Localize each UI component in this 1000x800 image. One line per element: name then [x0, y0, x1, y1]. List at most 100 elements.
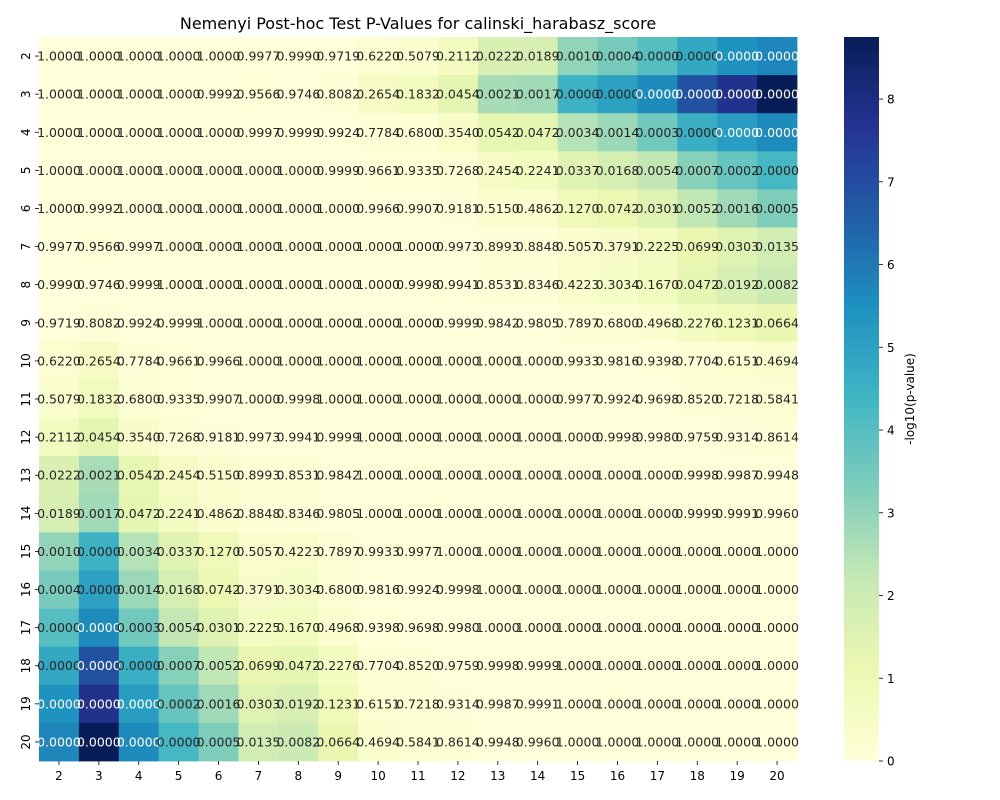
heatmap-cell — [517, 456, 559, 495]
heatmap-cell — [278, 341, 319, 381]
cell-value-label: 1.0000 — [276, 163, 320, 178]
heatmap-cell — [278, 379, 319, 419]
colorbar-tick-label: 2 — [887, 589, 895, 603]
cell-value-label: 0.0000 — [715, 87, 759, 102]
heatmap-cell — [437, 684, 479, 724]
cell-value-label: 0.1832 — [77, 392, 121, 407]
cell-value-label: 0.1670 — [635, 277, 679, 292]
colorbar-tick-label: 7 — [887, 175, 895, 189]
cell-value-label: 0.4223 — [556, 277, 600, 292]
y-tick-label: 8 — [19, 281, 33, 289]
heatmap-cell — [318, 570, 359, 609]
cell-value-label: 1.0000 — [635, 734, 679, 749]
heatmap-cell — [517, 227, 559, 267]
cell-value-label: 0.0000 — [37, 734, 81, 749]
cell-value-label: 0.0664 — [755, 315, 799, 330]
cell-value-label: 1.0000 — [755, 544, 799, 559]
heatmap-cell — [39, 532, 80, 571]
cell-value-label: 0.9924 — [396, 582, 440, 597]
cell-value-label: 1.0000 — [157, 87, 201, 102]
heatmap-cell — [437, 113, 479, 152]
cell-value-label: 0.9980 — [436, 620, 480, 635]
heatmap-cell — [757, 722, 798, 762]
cell-value-label: 1.0000 — [356, 277, 400, 292]
heatmap-cell — [358, 303, 399, 343]
cell-value-label: 0.0542 — [476, 125, 520, 140]
heatmap-cell — [757, 265, 798, 305]
heatmap-cell — [78, 151, 120, 190]
cell-value-label: 1.0000 — [37, 201, 81, 216]
cell-value-label: 1.0000 — [356, 239, 400, 254]
cell-value-label: 0.9999 — [276, 125, 320, 140]
heatmap-cell — [39, 379, 80, 419]
heatmap-cell — [238, 303, 279, 343]
cell-value-label: 0.9966 — [356, 201, 400, 216]
cell-value-label: 0.2225 — [237, 620, 281, 635]
cell-value-label: 0.0004 — [596, 49, 640, 64]
cell-value-label: 0.8993 — [476, 239, 520, 254]
heatmap-cell — [238, 646, 279, 686]
heatmap-cell — [198, 684, 239, 724]
heatmap-cell — [717, 570, 758, 609]
cell-value-label: 0.0222 — [476, 49, 520, 64]
cell-value-label: 0.0168 — [157, 582, 201, 597]
cell-value-label: 0.6220 — [37, 353, 81, 368]
heatmap-cell — [637, 722, 678, 762]
heatmap-cell — [677, 379, 718, 419]
heatmap-cell — [398, 37, 439, 76]
cell-value-label: 0.0000 — [77, 582, 121, 597]
heatmap-cell — [318, 646, 359, 686]
heatmap-cell — [318, 303, 359, 343]
cell-value-label: 0.0303 — [715, 239, 759, 254]
cell-value-label: 0.0699 — [237, 658, 281, 673]
cell-value-label: 0.0222 — [37, 468, 81, 483]
cell-value-label: 0.0000 — [675, 49, 719, 64]
cell-value-label: 0.0337 — [157, 544, 201, 559]
heatmap-cell — [477, 456, 519, 495]
cell-value-label: 1.0000 — [675, 734, 719, 749]
y-tick-label: 14 — [19, 506, 33, 521]
heatmap-cell — [437, 265, 479, 305]
cell-value-label: 0.0000 — [596, 87, 640, 102]
heatmap-cell — [398, 532, 439, 571]
cell-value-label: 0.9998 — [596, 430, 640, 445]
heatmap-cell — [118, 722, 160, 762]
cell-value-label: 0.0007 — [675, 163, 719, 178]
heatmap-cell — [158, 303, 199, 343]
cell-value-label: 0.9566 — [237, 87, 281, 102]
cell-value-label: 0.9998 — [675, 468, 719, 483]
cell-value-label: 1.0000 — [157, 201, 201, 216]
cell-value-label: 1.0000 — [755, 734, 799, 749]
cell-value-label: 1.0000 — [197, 125, 241, 140]
cell-value-label: 1.0000 — [197, 277, 241, 292]
heatmap-cell — [118, 379, 160, 419]
heatmap-cell — [118, 151, 160, 190]
heatmap-cell — [278, 646, 319, 686]
heatmap-cell — [477, 151, 519, 190]
heatmap-cell — [557, 37, 598, 76]
cell-value-label: 0.8520 — [396, 658, 440, 673]
heatmap-cell — [358, 494, 399, 533]
cell-value-label: 0.9977 — [237, 49, 281, 64]
y-tick-label: 9 — [19, 319, 33, 327]
heatmap-cell — [358, 265, 399, 305]
heatmap-cell — [597, 341, 638, 381]
heatmap-cell — [557, 456, 598, 495]
heatmap-cell — [318, 265, 359, 305]
heatmap-cell — [158, 494, 199, 533]
heatmap-cell — [158, 418, 199, 457]
heatmap-cell — [198, 113, 239, 152]
heatmap-cell — [198, 151, 239, 190]
cell-value-label: 1.0000 — [237, 239, 281, 254]
cell-value-label: 0.0000 — [675, 87, 719, 102]
heatmap-cell — [517, 646, 559, 686]
heatmap-cell — [278, 113, 319, 152]
x-tick-label: 6 — [215, 769, 223, 783]
heatmap-cell — [677, 684, 718, 724]
heatmap-cell — [398, 608, 439, 648]
cell-value-label: 0.9759 — [436, 658, 480, 673]
heatmap-cell — [118, 303, 160, 343]
cell-value-label: 0.9719 — [37, 315, 81, 330]
heatmap-cell — [717, 418, 758, 457]
